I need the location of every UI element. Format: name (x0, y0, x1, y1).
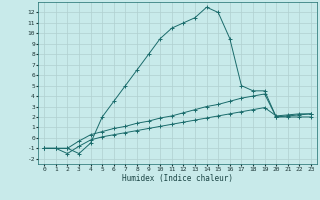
X-axis label: Humidex (Indice chaleur): Humidex (Indice chaleur) (122, 174, 233, 183)
